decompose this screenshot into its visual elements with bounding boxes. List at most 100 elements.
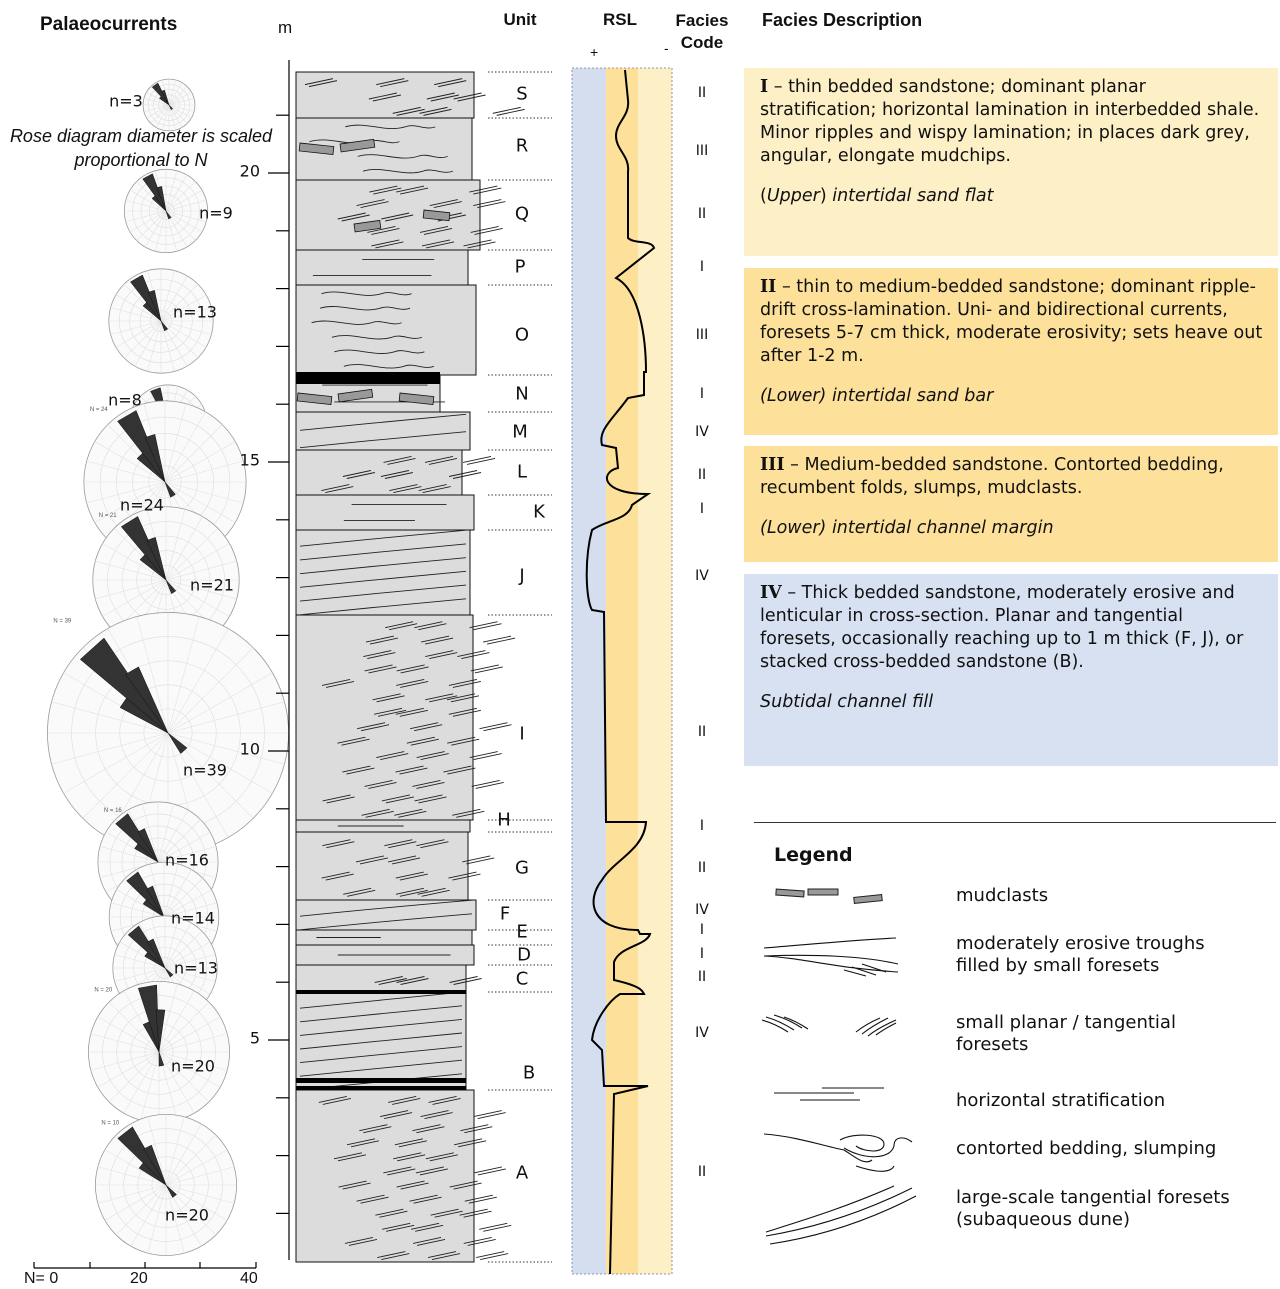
facies-code-II: II	[760, 277, 777, 297]
rose-label-6: n=21	[190, 575, 234, 595]
rose-diagram-3	[108, 268, 214, 374]
rose-label-11: n=20	[171, 1056, 215, 1076]
unit-label-G: G	[515, 857, 529, 879]
facies-desc-III: – Medium-bedded sandstone. Contorted bed…	[760, 455, 1224, 498]
bed-L	[295, 449, 463, 496]
unit-label-C: C	[515, 968, 529, 990]
unit-label-J: J	[519, 565, 525, 587]
rose-diagram-12: N = 10	[95, 1114, 237, 1257]
bed-O	[295, 284, 477, 376]
facies-code-K: I	[699, 501, 705, 517]
mudclast-3	[337, 388, 374, 403]
unit-label-M: M	[512, 421, 528, 443]
facies-env-prefix-I: (	[760, 186, 767, 206]
rose-label-7: n=39	[183, 760, 227, 780]
bed-J	[295, 529, 471, 616]
rose-label-12: n=20	[165, 1205, 209, 1225]
unit-label-H: H	[497, 809, 511, 831]
palaeocurrents-header: Palaeocurrents	[40, 14, 178, 35]
facies-box-I: I – thin bedded sandstone; dominant plan…	[744, 68, 1278, 256]
facies-code-III: III	[760, 455, 785, 475]
rose-scale-note: Rose diagram diameter is scaled proporti…	[9, 126, 273, 170]
bed-K	[295, 494, 475, 531]
rsl-minus-label: -	[664, 40, 669, 56]
depth-label-5: 5	[249, 1028, 260, 1048]
facies-code-L: II	[697, 467, 707, 483]
legend-label-foresets: small planar / tangential foresets	[956, 1012, 1176, 1055]
bed-I	[295, 614, 474, 821]
bed-C	[295, 964, 467, 993]
rsl-band-intertidal-upper	[638, 68, 672, 1274]
facies-desc-II: – thin to medium-bedded sandstone; domin…	[760, 277, 1263, 366]
legend-divider	[754, 822, 1276, 823]
facies-code-header: Facies Code	[675, 11, 729, 52]
unit-label-E: E	[516, 921, 528, 943]
facies-code-IV: IV	[760, 583, 782, 603]
legend-horizontal-symbol	[774, 1087, 884, 1101]
rose-label-1: n=3	[109, 91, 143, 111]
unit-label-B: B	[522, 1062, 536, 1084]
facies-code-M: IV	[695, 424, 709, 440]
unit-header: Unit	[503, 10, 537, 29]
shale-band-2	[296, 990, 466, 994]
facies-code-B: IV	[695, 1025, 709, 1041]
mudclast-4	[398, 392, 435, 405]
rose-inner-label: N = 24	[90, 407, 109, 413]
rsl-frame	[571, 67, 673, 1275]
rose-label-3: n=13	[173, 302, 217, 322]
bed-F	[295, 899, 477, 931]
facies-env-II: (Lower) intertidal sand bar	[760, 386, 994, 406]
metres-label: m	[278, 18, 293, 37]
bed-M	[295, 411, 471, 451]
facies-code-D: I	[699, 946, 705, 962]
legend-label-horizontal: horizontal stratification	[956, 1090, 1166, 1111]
bed-S	[295, 71, 475, 119]
facies-desc-I: – thin bedded sandstone; dominant planar…	[760, 77, 1260, 166]
rose-diagram-2	[123, 168, 209, 254]
facies-description-header: Facies Description	[762, 10, 923, 30]
rsl-band-subtidal	[572, 68, 606, 1274]
facies-env-IV: Subtidal channel fill	[760, 692, 934, 712]
facies-code-J: IV	[695, 568, 709, 584]
facies-box-IV: IV – Thick bedded sandstone, moderately …	[744, 574, 1278, 766]
n-axis-label-2: 40	[240, 1270, 258, 1287]
rsl-band-intertidal-lower	[606, 68, 638, 1274]
n-axis-label-1: 20	[130, 1270, 148, 1287]
facies-code-C: II	[697, 969, 707, 985]
unit-label-A: A	[515, 1162, 529, 1184]
rose-inner-label: N = 16	[104, 808, 123, 814]
rose-diagram-7: N = 39	[47, 612, 289, 854]
rose-label-9: n=14	[171, 908, 215, 928]
unit-label-P: P	[514, 256, 526, 278]
rose-inner-label: N = 20	[94, 987, 113, 993]
mudclast-6	[422, 209, 451, 222]
unit-label-O: O	[514, 324, 530, 346]
unit-label-F: F	[499, 903, 511, 925]
legend-contorted-symbol	[763, 1133, 913, 1172]
mudclast-5	[353, 219, 382, 233]
mudclast-1	[339, 138, 376, 153]
facies-box-II: II – thin to medium-bedded sandstone; do…	[744, 268, 1278, 435]
depth-label-10: 10	[239, 739, 260, 759]
mudclast-2	[296, 392, 333, 405]
rose-inner-label: N = 10	[101, 1120, 120, 1126]
facies-code-N: I	[699, 386, 705, 402]
legend-title: Legend	[774, 844, 853, 866]
legend-symbols	[761, 888, 917, 1245]
rose-inner-label: N = 39	[53, 618, 72, 624]
rsl-plus-label: +	[590, 44, 599, 60]
mudclast-0	[298, 142, 335, 155]
bed-P	[295, 249, 469, 286]
legend-tangential-symbol	[765, 1185, 917, 1245]
facies-env-em-I: Upper	[766, 186, 820, 206]
rsl-curve	[585, 69, 656, 1275]
facies-code-R: III	[695, 143, 709, 159]
facies-code-I: I	[760, 77, 769, 97]
rose-label-4: n=8	[108, 390, 142, 410]
unit-label-N: N	[515, 383, 529, 405]
facies-env-suffix-I: )	[819, 186, 833, 206]
facies-code-O: III	[695, 327, 709, 343]
facies-box-III: III – Medium-bedded sandstone. Contorted…	[744, 446, 1278, 562]
facies-env-III: (Lower) intertidal channel margin	[760, 518, 1054, 538]
stratigraphic-column	[295, 71, 481, 1263]
